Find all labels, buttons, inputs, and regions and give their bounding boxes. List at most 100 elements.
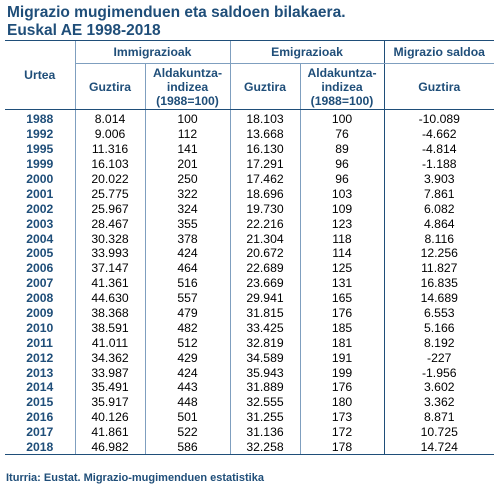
table-body: 1988 8.014 100 18.103 100 -10.089 1992 9.006 112… <box>5 109 494 456</box>
cell-immigration-index: 516 <box>144 275 230 291</box>
cell-emigration-total: 18.696 <box>229 186 300 202</box>
table-row: 2011 41.011 512 32.819 181 8.192 <box>5 335 494 351</box>
header-imm-total: Guztira <box>74 63 145 110</box>
table-row: 2015 35.917 448 32.555 180 3.362 <box>5 394 494 410</box>
cell-immigration-total: 41.361 <box>74 275 145 291</box>
header-index-line-1: Aldakuntza- <box>152 65 223 80</box>
cell-year: 2009 <box>26 306 54 321</box>
table-row: 2007 41.361 516 23.669 131 16.835 <box>5 275 494 291</box>
cell-immigration-total: 28.467 <box>74 216 145 232</box>
cell-emigration-index: 123 <box>299 216 384 232</box>
cell-year: 2017 <box>26 425 54 440</box>
cell-immigration-index: 429 <box>144 350 230 366</box>
cell-year: 1992 <box>26 127 54 142</box>
cell-year: 2008 <box>26 291 54 306</box>
cell-emigration-index: 172 <box>299 424 384 440</box>
cell-immigration-index: 250 <box>144 171 230 187</box>
cell-balance-total: 8.116 <box>383 231 494 247</box>
cell-emigration-total: 29.941 <box>229 290 300 306</box>
table-row: 2017 41.861 522 31.136 172 10.725 <box>5 424 494 440</box>
cell-emigration-total: 19.730 <box>229 201 300 217</box>
cell-emigration-index: 109 <box>299 201 384 217</box>
cell-immigration-index: 424 <box>144 365 230 381</box>
cell-emigration-total: 35.943 <box>229 365 300 381</box>
cell-balance-total: 5.166 <box>383 320 494 336</box>
header-emi-index: Aldakuntza- indizea (1988=100) <box>299 63 384 110</box>
table-row: 2001 25.775 322 18.696 103 7.861 <box>5 186 494 202</box>
cell-emigration-total: 31.815 <box>229 305 300 321</box>
cell-immigration-total: 33.993 <box>74 246 145 261</box>
title-line-2: Euskal AE 1998-2018 <box>7 22 161 39</box>
cell-emigration-index: 100 <box>299 109 384 127</box>
cell-immigration-total: 37.147 <box>74 260 145 276</box>
cell-immigration-total: 35.491 <box>74 380 145 395</box>
cell-year: 2012 <box>26 350 54 365</box>
cell-emigration-index: 180 <box>299 394 384 410</box>
table-row: 1988 8.014 100 18.103 100 -10.089 <box>5 109 494 127</box>
cell-emigration-index: 176 <box>299 305 384 321</box>
cell-emigration-index: 131 <box>299 275 384 291</box>
cell-balance-total: 8.871 <box>383 409 494 425</box>
cell-year: 2015 <box>26 395 54 410</box>
cell-immigration-index: 501 <box>144 409 230 425</box>
header-urtea: Urtea <box>5 40 75 110</box>
cell-emigration-index: 118 <box>299 231 384 247</box>
cell-year: 2018 <box>5 439 75 456</box>
cell-emigration-total: 17.462 <box>229 171 300 187</box>
cell-immigration-index: 482 <box>144 320 230 336</box>
cell-immigration-total: 25.967 <box>74 201 145 217</box>
cell-emigration-total: 16.130 <box>229 141 300 157</box>
table-row: 1995 11.316 141 16.130 89 -4.814 <box>5 141 494 157</box>
cell-year: 2005 <box>26 246 54 261</box>
cell-balance-total: -4.814 <box>383 141 494 157</box>
cell-year: 2006 <box>26 261 54 276</box>
cell-balance-total: -4.662 <box>383 126 494 142</box>
cell-emigration-index: 103 <box>299 186 384 202</box>
table-row: 2008 44.630 557 29.941 165 14.689 <box>5 290 494 306</box>
cell-emigration-index: 181 <box>299 335 384 351</box>
cell-immigration-index: 112 <box>144 126 230 142</box>
cell-immigration-index: 512 <box>144 335 230 351</box>
cell-balance-total: -1.188 <box>383 156 494 172</box>
migration-table: Urtea Immigrazioak Emigrazioak Migrazio … <box>5 40 494 456</box>
cell-emigration-index: 191 <box>299 350 384 366</box>
cell-immigration-total: 38.368 <box>74 305 145 321</box>
cell-immigration-total: 8.014 <box>74 109 145 127</box>
table-row: 2003 28.467 355 22.216 123 4.864 <box>5 216 494 232</box>
cell-emigration-total: 31.255 <box>229 409 300 425</box>
cell-immigration-index: 448 <box>144 394 230 410</box>
cell-year: 1988 <box>26 112 54 127</box>
cell-balance-total: -227 <box>383 350 494 366</box>
table-row: 2013 33.987 424 35.943 199 -1.956 <box>5 365 494 381</box>
cell-balance-total: 14.724 <box>383 439 494 456</box>
header-index-line-3: (1988=100) <box>156 93 219 108</box>
cell-emigration-index: 89 <box>299 141 384 157</box>
cell-emigration-total: 18.103 <box>229 109 300 127</box>
cell-emigration-index: 114 <box>299 246 384 261</box>
cell-balance-total: -10.089 <box>383 109 494 127</box>
cell-emigration-index: 76 <box>299 126 384 142</box>
cell-balance-total: 16.835 <box>383 275 494 291</box>
cell-emigration-total: 32.258 <box>229 439 300 456</box>
cell-balance-total: 11.827 <box>383 260 494 276</box>
cell-immigration-total: 20.022 <box>74 171 145 187</box>
cell-immigration-total: 38.591 <box>74 320 145 336</box>
cell-immigration-index: 322 <box>144 186 230 202</box>
cell-immigration-total: 16.103 <box>74 156 145 172</box>
cell-immigration-total: 30.328 <box>74 231 145 247</box>
cell-immigration-total: 25.775 <box>74 186 145 202</box>
cell-emigration-index: 173 <box>299 409 384 425</box>
source-note: Iturria: Eustat. Migrazio-mugimenduen es… <box>6 472 264 484</box>
cell-immigration-total: 46.982 <box>74 439 145 456</box>
header-index-line-3: (1988=100) <box>310 93 374 108</box>
cell-emigration-total: 22.689 <box>229 260 300 276</box>
cell-balance-total: 4.864 <box>383 216 494 232</box>
cell-immigration-index: 100 <box>144 109 230 127</box>
header-imm-index: Aldakuntza- indizea (1988=100) <box>144 63 230 110</box>
cell-balance-total: 7.861 <box>383 186 494 202</box>
cell-year: 2000 <box>26 172 54 186</box>
cell-immigration-index: 424 <box>144 246 230 261</box>
cell-immigration-index: 324 <box>144 201 230 217</box>
header-index-line-2: indizea <box>321 79 363 94</box>
